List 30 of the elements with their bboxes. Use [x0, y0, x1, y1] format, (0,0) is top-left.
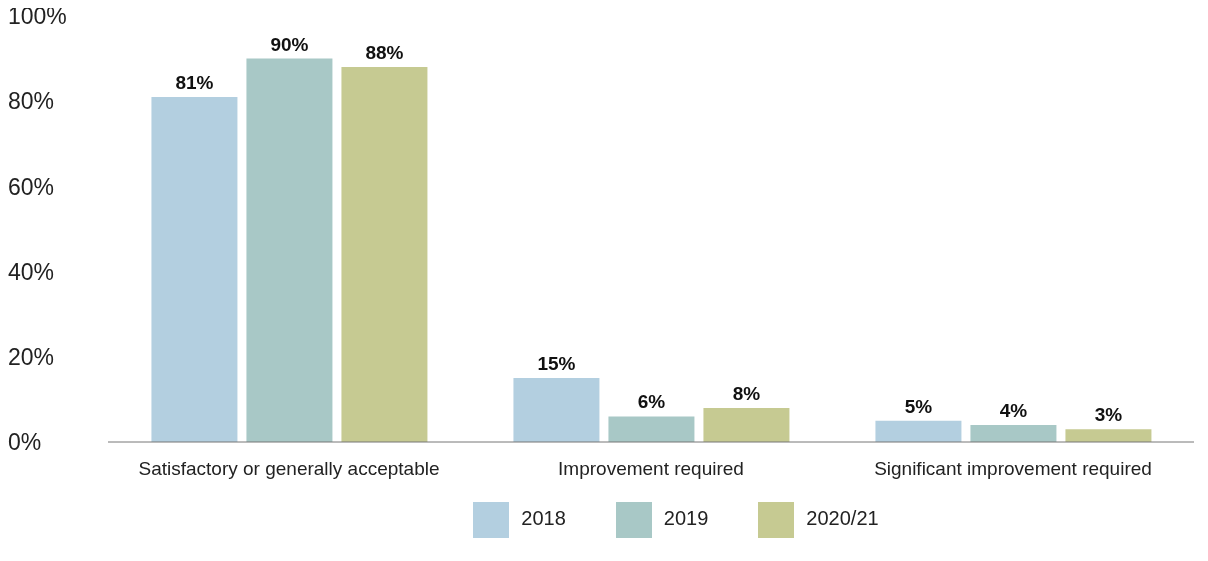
bar: [151, 96, 238, 442]
x-tick-label: Improvement required: [558, 458, 744, 480]
y-tick-label: 80%: [8, 88, 55, 115]
y-tick-label: 100%: [8, 3, 67, 30]
data-label: 5%: [904, 395, 933, 417]
y-tick-label: 20%: [8, 343, 55, 370]
bar: [513, 378, 600, 442]
bar: [608, 416, 695, 442]
legend-label: 2018: [521, 507, 566, 530]
y-tick-label: 0%: [8, 429, 42, 456]
legend-label: 2020/21: [806, 507, 879, 530]
data-label: 4%: [999, 399, 1028, 421]
data-label: 15%: [537, 353, 576, 375]
y-tick-label: 40%: [8, 258, 55, 285]
data-label: 88%: [365, 42, 404, 64]
bar: [341, 67, 428, 442]
bar: [1065, 429, 1152, 442]
bar: [703, 407, 790, 442]
data-label: 3%: [1094, 404, 1123, 426]
data-label: 8%: [732, 382, 761, 404]
data-label: 90%: [270, 33, 309, 55]
y-tick-label: 60%: [8, 173, 55, 200]
bar: [246, 58, 333, 442]
bar: [970, 424, 1057, 442]
data-label: 6%: [637, 391, 666, 413]
legend-label: 2019: [663, 507, 709, 530]
x-tick-label: Significant improvement required: [874, 458, 1152, 480]
bar: [875, 420, 962, 442]
data-label: 81%: [175, 71, 214, 93]
x-tick-label: Satisfactory or generally acceptable: [138, 458, 440, 480]
